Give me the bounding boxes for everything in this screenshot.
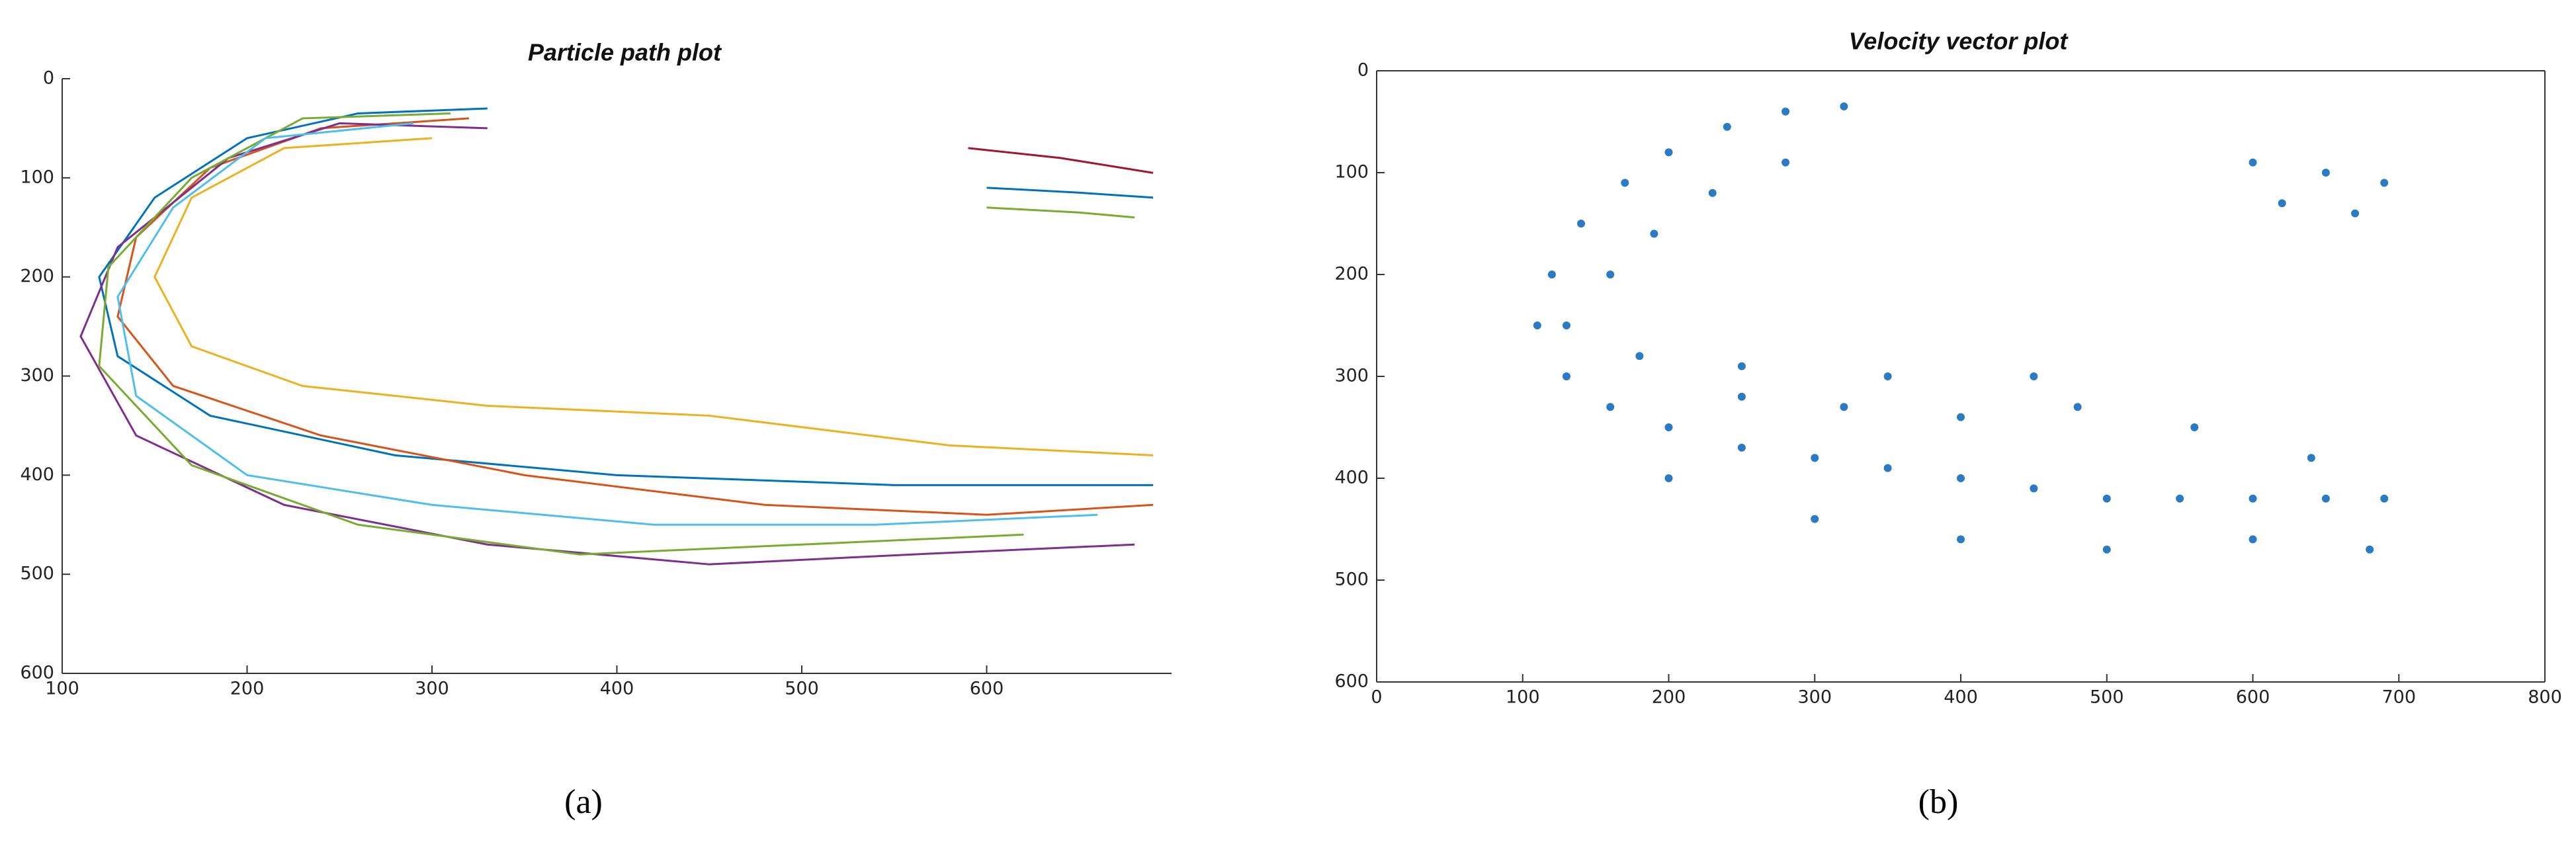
y-tick-label: 100: [20, 167, 54, 187]
vector-point: [1782, 158, 1790, 167]
x-tick-label: 400: [1944, 687, 1978, 708]
x-tick-label: 800: [2528, 687, 2562, 708]
vector-point: [1562, 372, 1570, 380]
particle-path: [79, 122, 1135, 566]
vector-point: [1811, 454, 1819, 462]
y-tick-label: 600: [1334, 671, 1369, 692]
chart-title: Velocity vector plot: [1849, 28, 2069, 55]
vector-point: [2176, 494, 2184, 503]
x-tick-label: 200: [230, 679, 265, 699]
y-tick-label: 200: [1334, 264, 1369, 284]
vector-point: [1606, 403, 1615, 411]
y-tick-label: 500: [1334, 570, 1369, 590]
y-tick-label: 400: [1334, 468, 1369, 488]
vector-point: [1737, 392, 1746, 401]
caption: (a): [564, 783, 603, 821]
y-tick-label: 0: [43, 68, 54, 89]
x-tick-label: 400: [600, 679, 634, 699]
vector-point: [1957, 413, 1965, 421]
vector-point: [1840, 102, 1848, 110]
vector-point: [2249, 494, 2257, 503]
vector-point: [1562, 321, 1570, 329]
x-tick-label: 100: [1506, 687, 1540, 708]
particle-path: [986, 187, 1154, 199]
vector-point: [1547, 271, 1556, 278]
particle-path: [986, 206, 1135, 219]
vector-point: [1883, 464, 1892, 472]
chart-title: Particle path plot: [528, 39, 722, 66]
vector-point: [2380, 179, 2389, 187]
x-tick-label: 500: [785, 679, 819, 699]
vector-point: [2321, 494, 2330, 503]
vector-point: [2249, 535, 2257, 544]
vector-point: [2366, 545, 2374, 554]
vector-point: [1577, 220, 1586, 228]
y-tick-label: 500: [20, 564, 54, 584]
x-tick-label: 300: [1797, 687, 1832, 708]
y-tick-label: 600: [20, 663, 54, 683]
particle-path: [153, 137, 1154, 456]
particle-path: [98, 107, 1154, 486]
vector-point: [2102, 494, 2111, 503]
vector-point: [1621, 179, 1629, 187]
x-tick-label: 0: [1371, 687, 1382, 708]
y-tick-label: 100: [1334, 162, 1369, 183]
vector-point: [2278, 199, 2286, 208]
vector-point: [2190, 423, 2199, 431]
vector-point: [1708, 189, 1717, 197]
vector-point: [2249, 158, 2257, 167]
vector-point: [2351, 209, 2360, 218]
y-tick-label: 300: [20, 365, 54, 386]
y-tick-label: 0: [1357, 60, 1369, 81]
particle-path: [968, 147, 1154, 174]
vector-point: [1737, 443, 1746, 452]
vector-point: [1664, 423, 1673, 431]
x-tick-label: 500: [2090, 687, 2124, 708]
vector-point: [2030, 372, 2038, 380]
vector-point: [1650, 230, 1658, 238]
particle-path: [116, 117, 1154, 516]
vector-point: [1723, 122, 1731, 131]
vector-point: [1957, 535, 1965, 544]
vector-point: [1883, 372, 1892, 380]
vector-point: [1957, 474, 1965, 482]
vector-point: [2073, 403, 2082, 411]
vector-point: [1635, 352, 1644, 360]
vector-point: [1782, 107, 1790, 116]
vector-point: [1664, 474, 1673, 482]
y-tick-label: 200: [20, 266, 54, 286]
caption: (b): [1918, 783, 1959, 821]
x-tick-label: 200: [1652, 687, 1686, 708]
vector-point: [2321, 169, 2330, 177]
vector-point: [1664, 148, 1673, 157]
vector-point: [1533, 321, 1541, 329]
x-tick-label: 600: [2236, 687, 2270, 708]
vector-point: [2380, 494, 2389, 503]
vector-point: [1606, 271, 1615, 278]
vector-point: [2307, 454, 2315, 462]
y-tick-label: 300: [1334, 366, 1369, 386]
x-tick-label: 600: [970, 679, 1004, 699]
vector-point: [1811, 515, 1819, 523]
y-tick-label: 400: [20, 464, 54, 485]
x-tick-label: 300: [415, 679, 449, 699]
particle-path: [98, 112, 1024, 556]
particle-path: [116, 122, 1098, 526]
vector-point: [2102, 545, 2111, 554]
x-tick-label: 700: [2382, 687, 2416, 708]
vector-point: [1737, 362, 1746, 370]
vector-point: [1840, 403, 1848, 411]
x-tick-label: 100: [45, 679, 79, 699]
vector-point: [2030, 484, 2038, 493]
